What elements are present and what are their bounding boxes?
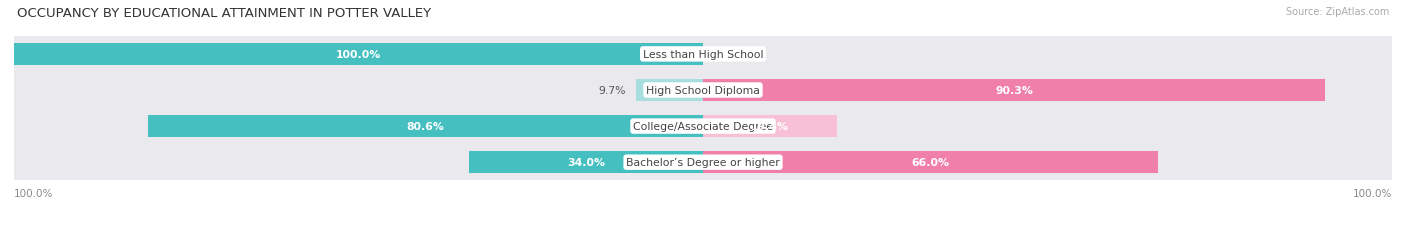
Text: 90.3%: 90.3% (995, 86, 1033, 96)
Bar (14, 37, 1392, 73)
Text: 34.0%: 34.0% (567, 158, 605, 167)
Text: 100.0%: 100.0% (14, 188, 53, 198)
Bar (636, 79, 703, 102)
Bar (703, 116, 837, 138)
Text: 100.0%: 100.0% (1353, 188, 1392, 198)
Text: College/Associate Degree: College/Associate Degree (633, 122, 773, 131)
Text: Less than High School: Less than High School (643, 50, 763, 60)
Text: Bachelor’s Degree or higher: Bachelor’s Degree or higher (626, 158, 780, 167)
Text: 100.0%: 100.0% (336, 50, 381, 60)
Text: Source: ZipAtlas.com: Source: ZipAtlas.com (1285, 7, 1389, 17)
Bar (148, 116, 703, 138)
Text: 9.7%: 9.7% (599, 86, 626, 96)
Bar (703, 79, 1324, 102)
Bar (703, 151, 1157, 174)
Text: OCCUPANCY BY EDUCATIONAL ATTAINMENT IN POTTER VALLEY: OCCUPANCY BY EDUCATIONAL ATTAINMENT IN P… (17, 7, 432, 20)
Bar (14, 43, 703, 66)
Bar (468, 151, 703, 174)
Text: 66.0%: 66.0% (911, 158, 949, 167)
Bar (14, 145, 1392, 180)
Text: 19.4%: 19.4% (751, 122, 789, 131)
Bar (14, 109, 1392, 144)
Bar (14, 73, 1392, 108)
Text: 80.6%: 80.6% (406, 122, 444, 131)
Text: High School Diploma: High School Diploma (647, 86, 759, 96)
